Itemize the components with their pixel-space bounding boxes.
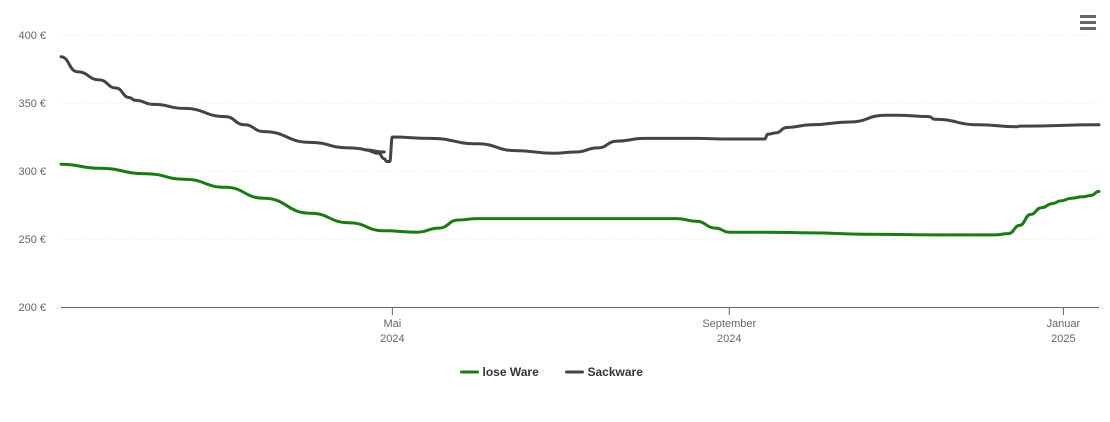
y-tick-label: 200 €	[18, 302, 46, 314]
x-tick-label: September	[702, 318, 756, 330]
series-line-1[interactable]	[59, 55, 1101, 163]
series-group	[59, 55, 1101, 237]
x-axis: Mai 2024 September 2024 Januar 2025	[61, 307, 1099, 345]
legend-label: Sackware	[588, 365, 644, 379]
legend[interactable]: lose Ware Sackware	[460, 365, 644, 379]
y-tick-label: 250 €	[18, 234, 46, 246]
legend-label: lose Ware	[483, 365, 540, 379]
hamburger-menu-icon	[1080, 15, 1096, 18]
hamburger-menu-icon-bar	[1080, 21, 1096, 24]
x-tick-label: 2024	[717, 333, 741, 345]
legend-item[interactable]: lose Ware	[460, 365, 540, 379]
grid	[61, 34, 1099, 240]
y-tick-label: 300 €	[18, 166, 46, 178]
hamburger-menu-icon-bar	[1080, 27, 1096, 30]
x-tick-label: 2025	[1051, 333, 1075, 345]
x-tick-label: 2024	[380, 333, 404, 345]
x-tick-label: Januar	[1047, 318, 1081, 330]
y-axis: 200 € 250 € 300 € 350 € 400 €	[18, 30, 46, 314]
y-tick-label: 350 €	[18, 98, 46, 110]
y-tick-label: 400 €	[18, 30, 46, 42]
legend-item[interactable]: Sackware	[565, 365, 644, 379]
series-line-0[interactable]	[59, 162, 1101, 237]
chart-menu-button[interactable]	[1076, 10, 1100, 34]
x-tick-label: Mai	[384, 318, 402, 330]
